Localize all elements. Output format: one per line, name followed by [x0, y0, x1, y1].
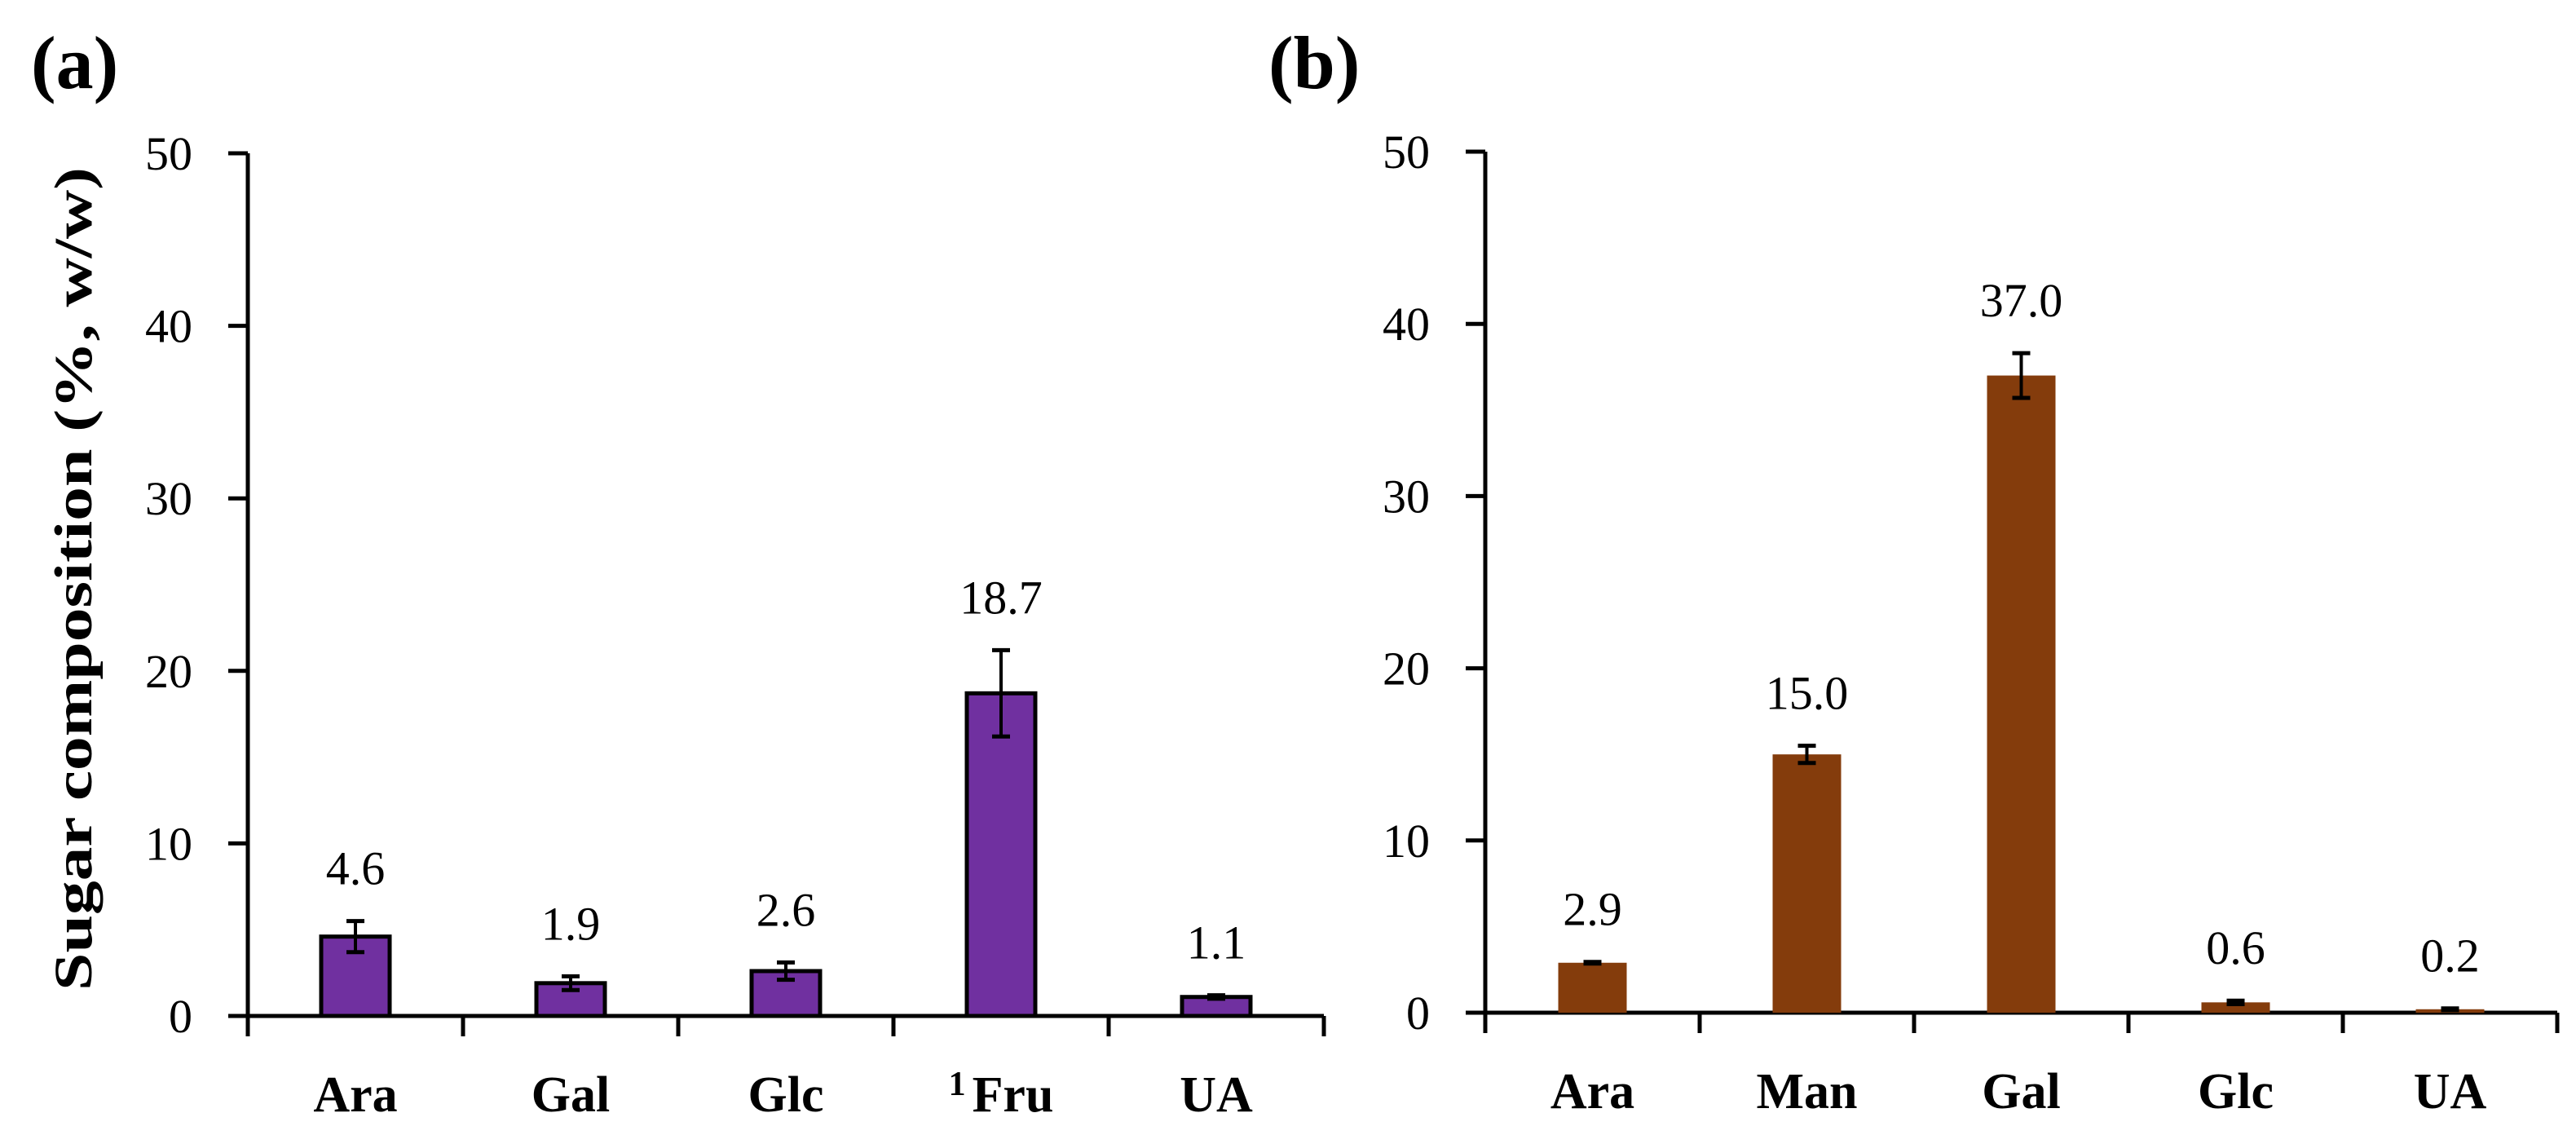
y-tick-label: 40 — [145, 300, 192, 353]
x-category-label: UA — [2414, 1064, 2487, 1120]
bar-ara — [319, 934, 392, 1018]
bar-man — [1772, 754, 1842, 1013]
x-category-label: UA — [1180, 1067, 1253, 1123]
bar-ara — [1558, 962, 1627, 1013]
panel-label: (a) — [31, 21, 118, 104]
data-label: 15.0 — [1766, 667, 1849, 720]
x-category-label: Man — [1757, 1064, 1858, 1120]
x-category-label: Glc — [748, 1067, 824, 1123]
y-tick-label: 40 — [1383, 298, 1430, 351]
bar-fru — [964, 691, 1038, 1018]
x-category-label: 1 Fru — [949, 1066, 1054, 1123]
y-tick-label: 20 — [1383, 643, 1430, 696]
x-category-label: Gal — [532, 1067, 610, 1123]
x-category-label: Gal — [1982, 1064, 2060, 1120]
panel-label: (b) — [1268, 21, 1360, 104]
x-category-label: Ara — [313, 1067, 397, 1123]
footnote-superscript: 1 — [949, 1066, 966, 1103]
category-name: Fru — [973, 1067, 1054, 1123]
data-label: 0.2 — [2420, 930, 2480, 983]
data-label: 2.6 — [756, 883, 816, 936]
y-tick-label: 30 — [145, 472, 192, 525]
data-label: 2.9 — [1563, 883, 1622, 936]
y-tick-label: 50 — [1383, 126, 1430, 179]
data-label: 4.6 — [326, 842, 386, 895]
y-axis-label: Sugar composition (%, w/w) — [44, 167, 104, 991]
data-label: 18.7 — [959, 571, 1043, 624]
y-tick-label: 30 — [1383, 470, 1430, 523]
bar-gal — [1987, 375, 2056, 1013]
y-tick-label: 0 — [1406, 987, 1430, 1040]
y-tick-label: 50 — [145, 127, 192, 180]
y-tick-label: 20 — [145, 645, 192, 698]
x-category-label: Ara — [1550, 1064, 1634, 1120]
y-tick-label: 10 — [145, 817, 192, 870]
panel-b: (b) 0 10 20 30 40 50 2.9 Ara 15.0 Man 37.0 Gal 0.6 Glc… — [1268, 21, 2560, 1120]
bar-glc — [2201, 1002, 2270, 1013]
x-category-label: Glc — [2198, 1064, 2274, 1120]
bar-gal — [534, 981, 607, 1018]
y-tick-label: 10 — [1383, 815, 1430, 868]
y-tick-label: 0 — [169, 990, 192, 1043]
panel-a: (a) 0 10 20 30 40 50 4.6 Ara 1.9 Gal 2.6 Glc 18.7 1 Fru… — [31, 21, 1326, 1123]
data-label: 1.1 — [1187, 916, 1246, 969]
data-label: 1.9 — [541, 897, 601, 950]
data-label: 0.6 — [2206, 921, 2265, 974]
data-label: 37.0 — [1980, 274, 2063, 327]
